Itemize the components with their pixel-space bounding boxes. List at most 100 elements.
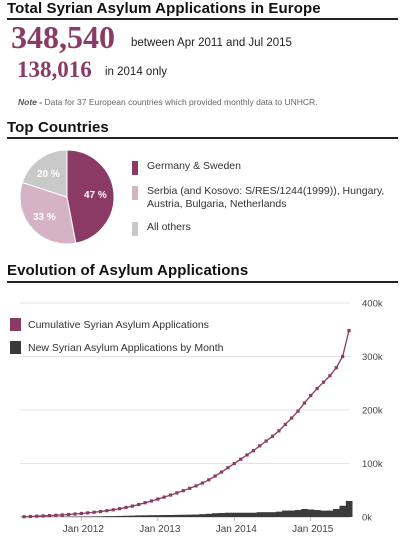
monthly-bar — [154, 515, 162, 517]
cumulative-point — [328, 374, 332, 378]
monthly-bar — [237, 512, 245, 517]
monthly-bar — [167, 514, 175, 517]
total-applications-caption: between Apr 2011 and Jul 2015 — [131, 37, 292, 49]
legend-swatch — [132, 222, 138, 236]
cumulative-point — [60, 513, 64, 517]
cumulative-point — [137, 502, 141, 507]
cumulative-point — [124, 505, 128, 510]
cumulative-point — [239, 457, 243, 461]
cumulative-point — [67, 512, 71, 517]
cumulative-point — [117, 507, 122, 511]
legend-cumulative: Cumulative Syrian Asylum Applications — [10, 318, 209, 331]
cumulative-point — [28, 514, 32, 519]
monthly-bar — [161, 515, 168, 517]
legend-label: Serbia (and Kosovo: S/RES/1244(1999)), H… — [147, 185, 385, 210]
cumulative-point — [98, 509, 103, 514]
monthly-bar — [231, 512, 238, 517]
monthly-bar — [110, 516, 117, 517]
cumulative-point — [105, 509, 109, 513]
evolution-line-chart: 0k 100k 200k 300k 400k Jan 2012 Jan 2013 Jan 20… — [20, 299, 383, 535]
monthly-bar — [333, 508, 340, 517]
cumulative-point — [41, 514, 45, 518]
x-tick-label: Jan 2013 — [139, 524, 181, 535]
data-note: Note - Data for 37 European countries wh… — [18, 97, 318, 107]
legend-label: All others — [147, 221, 191, 233]
cumulative-point — [321, 380, 326, 384]
monthly-bar — [243, 512, 251, 517]
cumulative-point — [168, 493, 173, 497]
cumulative-point — [232, 461, 236, 466]
cumulative-point — [213, 474, 217, 478]
monthly-bar — [301, 508, 308, 517]
x-tick-label: Jan 2015 — [292, 524, 334, 535]
monthly-bar — [256, 512, 264, 517]
cumulative-point — [334, 366, 338, 370]
pie-legend-germany-sweden: Germany & Sweden — [132, 160, 387, 175]
x-tick-label: Jan 2012 — [63, 524, 105, 535]
pie-label-germany-sweden: 47 % — [84, 190, 107, 201]
monthly-bar — [78, 516, 85, 517]
cumulative-point — [302, 401, 306, 405]
cumulative-point — [251, 449, 256, 453]
legend-label: New Syrian Asylum Applications by Month — [28, 341, 224, 354]
cumulative-point — [245, 453, 249, 457]
top-countries-title: Top Countries — [7, 119, 109, 136]
cumulative-point — [188, 486, 192, 490]
monthly-bar — [103, 516, 111, 517]
monthly-bar — [129, 515, 136, 517]
monthly-bar — [224, 512, 232, 517]
pie-slice-serbia-group — [19, 181, 77, 245]
cumulative-point — [111, 508, 115, 512]
legend-label: Cumulative Syrian Asylum Applications — [28, 318, 209, 331]
cumulative-point — [264, 439, 268, 443]
legend-swatch — [10, 341, 21, 354]
cumulative-point — [54, 513, 58, 517]
year-applications-caption: in 2014 only — [105, 66, 168, 78]
page-title: Total Syrian Asylum Applications in Euro… — [7, 0, 321, 17]
monthly-bar — [275, 511, 283, 517]
monthly-bar — [180, 514, 187, 517]
cumulative-point — [258, 444, 262, 448]
cumulative-point — [207, 478, 211, 482]
cumulative-point — [22, 515, 26, 519]
cumulative-point — [35, 514, 39, 518]
cumulative-point — [86, 511, 90, 515]
cumulative-point — [309, 393, 313, 398]
monthly-bar — [282, 510, 289, 517]
monthly-bar — [116, 515, 124, 517]
cumulative-point — [296, 409, 300, 413]
monthly-bar — [211, 513, 219, 517]
monthly-bar — [199, 514, 206, 517]
legend-monthly: New Syrian Asylum Applications by Month — [10, 341, 224, 354]
monthly-bar — [148, 515, 155, 517]
pie-label-serbia-group: 33 % — [33, 212, 56, 223]
monthly-bar — [269, 512, 277, 517]
cumulative-point — [130, 504, 134, 508]
legend-swatch — [132, 186, 138, 200]
title-divider — [7, 18, 398, 20]
cumulative-point — [226, 466, 230, 470]
x-tick-label: Jan 2014 — [216, 524, 258, 535]
legend-label: Germany & Sweden — [147, 160, 241, 172]
monthly-bar — [218, 512, 226, 517]
cumulative-point — [73, 512, 77, 516]
pie-slice-germany-sweden — [66, 149, 115, 244]
cumulative-point — [47, 514, 52, 518]
y-tick-label: 0k — [362, 513, 372, 524]
monthly-bar — [205, 513, 213, 517]
cumulative-point — [143, 501, 147, 505]
monthly-bar — [141, 515, 149, 517]
pie-label-all-others: 20 % — [37, 169, 60, 180]
y-tick-label: 300k — [362, 352, 383, 363]
monthly-bar — [339, 505, 347, 517]
monthly-bar — [262, 512, 270, 517]
pie-legend-serbia-group: Serbia (and Kosovo: S/RES/1244(1999)), H… — [132, 185, 387, 211]
monthly-bar — [313, 510, 321, 517]
monthly-bar — [173, 514, 181, 517]
cumulative-point — [270, 434, 275, 438]
top-countries-divider — [7, 137, 398, 139]
note-label: Note - — [18, 97, 43, 107]
monthly-bar — [97, 516, 104, 517]
monthly-bar — [84, 516, 92, 517]
pie-slice-all-others — [21, 149, 68, 198]
